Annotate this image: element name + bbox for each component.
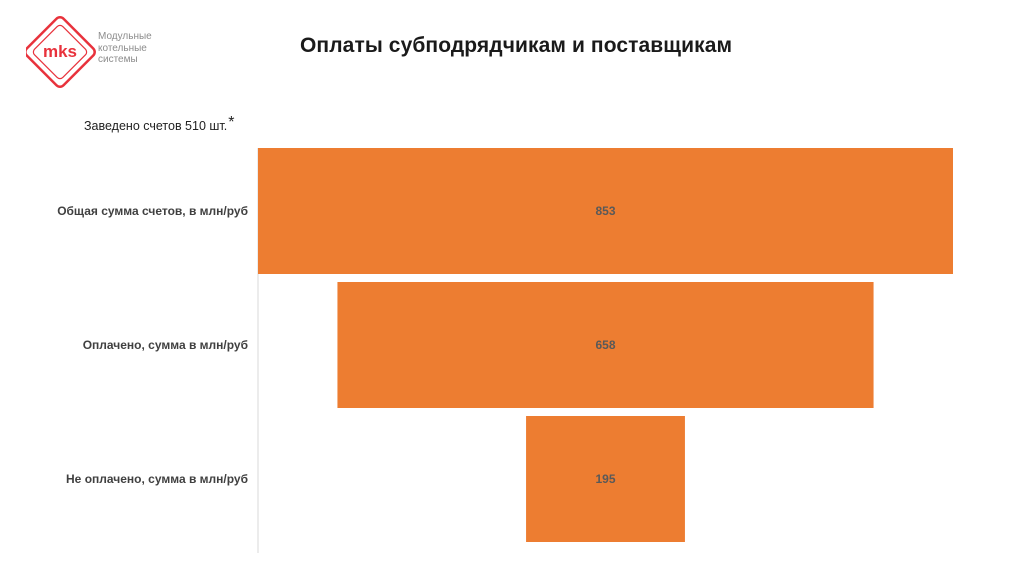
category-label: Оплачено, сумма в млн/руб — [83, 338, 248, 352]
logo-tagline: Модульные котельные системы — [98, 31, 152, 66]
subtitle-text: Заведено счетов 510 шт. — [84, 119, 228, 133]
bar — [526, 416, 685, 542]
data-label: 195 — [595, 472, 615, 486]
data-label: 658 — [595, 338, 615, 352]
bar — [337, 282, 874, 408]
logo-tagline-line: Модульные — [98, 31, 152, 42]
logo-tagline-line: системы — [98, 54, 138, 65]
page-title: Оплаты субподрядчикам и поставщикам — [300, 34, 733, 57]
bar — [258, 148, 953, 274]
footnote-mark: * — [228, 114, 235, 131]
svg-text:mks: mks — [43, 42, 77, 61]
chart-subtitle: Заведено счетов 510 шт.* — [84, 114, 235, 135]
category-label: Не оплачено, сумма в млн/руб — [66, 472, 248, 486]
data-label: 853 — [595, 204, 615, 218]
category-label: Общая сумма счетов, в млн/руб — [57, 204, 248, 218]
logo-tagline-line: котельные — [98, 42, 147, 54]
mks-logo: mks — [26, 16, 96, 88]
